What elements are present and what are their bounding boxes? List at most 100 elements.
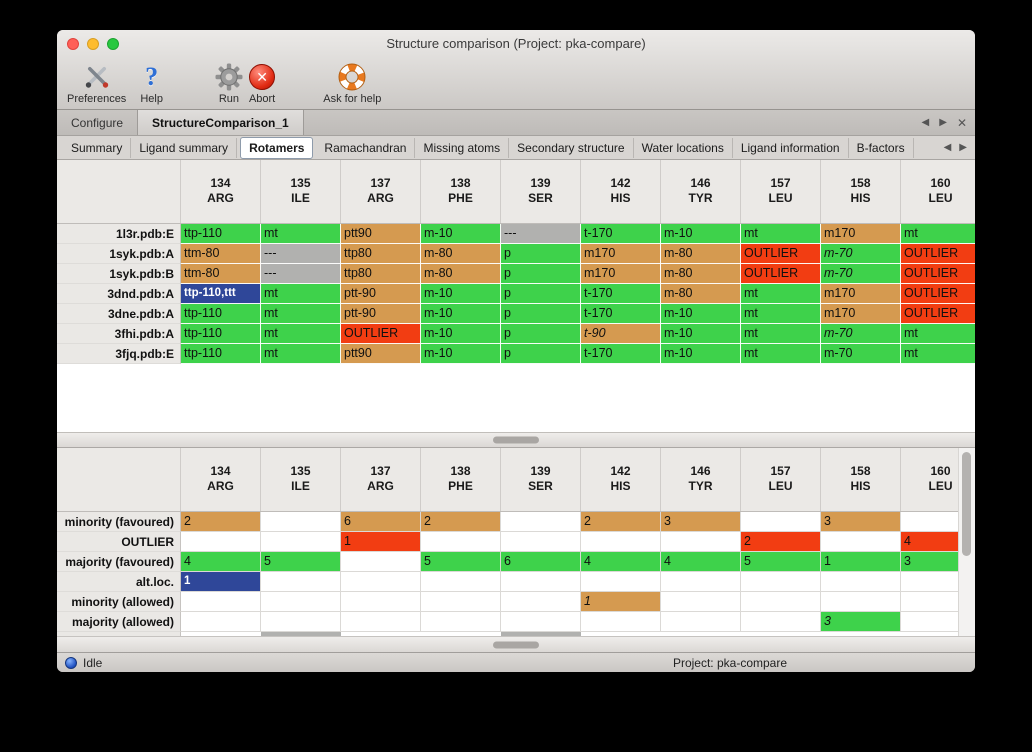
data-cell[interactable]: [261, 532, 341, 552]
data-cell[interactable]: [261, 592, 341, 612]
data-cell[interactable]: [501, 532, 581, 552]
data-cell[interactable]: mt: [741, 344, 821, 364]
subtab-ligand-information[interactable]: Ligand information: [733, 137, 849, 158]
data-cell[interactable]: m170: [581, 244, 661, 264]
data-cell[interactable]: m-10: [661, 304, 741, 324]
data-cell[interactable]: ttp80: [341, 264, 421, 284]
data-cell[interactable]: OUTLIER: [741, 264, 821, 284]
data-cell[interactable]: 4: [181, 552, 261, 572]
data-cell[interactable]: mt: [741, 324, 821, 344]
data-cell[interactable]: [661, 592, 741, 612]
subtab-b-factors[interactable]: B-factors: [849, 137, 914, 158]
data-cell[interactable]: ttp-110: [181, 224, 261, 244]
minimize-button[interactable]: [87, 38, 99, 50]
data-cell[interactable]: t-170: [581, 344, 661, 364]
column-header-157[interactable]: 157 LEU: [741, 160, 821, 223]
data-cell[interactable]: p: [501, 264, 581, 284]
data-cell[interactable]: mt: [901, 344, 975, 364]
tab-close-icon[interactable]: ✕: [956, 115, 967, 130]
data-cell[interactable]: [661, 572, 741, 592]
row-label[interactable]: alt.loc.: [57, 572, 181, 592]
data-cell[interactable]: [741, 612, 821, 632]
data-cell[interactable]: [261, 512, 341, 532]
data-cell[interactable]: 2: [581, 512, 661, 532]
data-cell[interactable]: OUTLIER: [901, 264, 975, 284]
data-cell[interactable]: ptt90: [341, 224, 421, 244]
row-label[interactable]: 1l3r.pdb:E: [57, 224, 181, 244]
data-cell[interactable]: m-80: [661, 264, 741, 284]
data-cell[interactable]: mt: [261, 324, 341, 344]
data-cell[interactable]: [501, 612, 581, 632]
data-cell[interactable]: m-10: [421, 304, 501, 324]
data-cell[interactable]: [901, 572, 975, 592]
data-cell[interactable]: m-70: [821, 344, 901, 364]
data-cell[interactable]: t-170: [581, 284, 661, 304]
data-cell[interactable]: 4: [581, 552, 661, 572]
column-header-142[interactable]: 142 HIS: [581, 448, 661, 511]
column-header-137[interactable]: 137 ARG: [341, 448, 421, 511]
data-cell[interactable]: m-80: [661, 244, 741, 264]
splitter-handle-icon[interactable]: [493, 436, 539, 444]
data-cell[interactable]: m170: [821, 304, 901, 324]
data-cell[interactable]: m-10: [661, 344, 741, 364]
data-cell[interactable]: [181, 532, 261, 552]
data-cell[interactable]: m-10: [661, 224, 741, 244]
toolbar-button-ask-for-help[interactable]: Ask for help: [323, 62, 381, 105]
data-cell[interactable]: [501, 572, 581, 592]
tab-configure[interactable]: Configure: [71, 115, 124, 130]
toolbar-button-abort[interactable]: ✕ Abort: [249, 62, 275, 105]
data-cell[interactable]: [181, 592, 261, 612]
data-cell[interactable]: OUTLIER: [901, 244, 975, 264]
subtab-ligand-summary[interactable]: Ligand summary: [131, 137, 238, 158]
row-label[interactable]: majority (favoured): [57, 552, 181, 572]
data-cell[interactable]: mt: [261, 284, 341, 304]
data-cell[interactable]: mt: [741, 284, 821, 304]
data-cell[interactable]: [821, 592, 901, 612]
toolbar-button-preferences[interactable]: Preferences: [67, 62, 126, 105]
data-cell[interactable]: ---: [261, 264, 341, 284]
data-cell[interactable]: m-80: [421, 264, 501, 284]
data-cell[interactable]: m-10: [421, 284, 501, 304]
data-cell[interactable]: t-170: [581, 224, 661, 244]
column-header-139[interactable]: 139 SER: [501, 448, 581, 511]
column-header-146[interactable]: 146 TYR: [661, 448, 741, 511]
data-cell[interactable]: mt: [741, 224, 821, 244]
data-cell[interactable]: [741, 512, 821, 532]
data-cell[interactable]: 5: [421, 552, 501, 572]
data-cell[interactable]: m-80: [421, 244, 501, 264]
data-cell[interactable]: m-10: [421, 344, 501, 364]
data-cell[interactable]: mt: [261, 304, 341, 324]
subtab-summary[interactable]: Summary: [63, 137, 132, 158]
tab-next-icon[interactable]: ▶: [939, 117, 947, 128]
data-cell[interactable]: [261, 612, 341, 632]
subtab-prev-icon[interactable]: ◀: [943, 142, 952, 153]
data-cell[interactable]: 5: [261, 552, 341, 572]
row-label[interactable]: minority (allowed): [57, 592, 181, 612]
data-cell[interactable]: ttm-80: [181, 264, 261, 284]
data-cell[interactable]: 6: [501, 552, 581, 572]
data-cell[interactable]: ptt-90: [341, 304, 421, 324]
column-header-138[interactable]: 138 PHE: [421, 448, 501, 511]
row-label[interactable]: majority (allowed): [57, 612, 181, 632]
data-cell[interactable]: [661, 612, 741, 632]
data-cell[interactable]: 4: [661, 552, 741, 572]
data-cell[interactable]: [341, 572, 421, 592]
data-cell[interactable]: OUTLIER: [901, 304, 975, 324]
toolbar-button-help[interactable]: ? Help: [140, 62, 163, 106]
subtab-next-icon[interactable]: ▶: [959, 142, 967, 153]
data-cell[interactable]: [261, 572, 341, 592]
data-cell[interactable]: t-170: [581, 304, 661, 324]
column-header-139[interactable]: 139 SER: [501, 160, 581, 223]
data-cell[interactable]: 1: [821, 552, 901, 572]
data-cell[interactable]: [501, 512, 581, 532]
data-cell[interactable]: 1: [181, 572, 261, 592]
data-cell[interactable]: 2: [421, 512, 501, 532]
data-cell[interactable]: 3: [821, 512, 901, 532]
data-cell[interactable]: [821, 572, 901, 592]
data-cell[interactable]: p: [501, 284, 581, 304]
data-cell[interactable]: m-70: [821, 264, 901, 284]
row-label[interactable]: 3fhi.pdb:A: [57, 324, 181, 344]
data-cell[interactable]: p: [501, 304, 581, 324]
data-cell[interactable]: ttp-110: [181, 324, 261, 344]
data-cell[interactable]: ttp-110,ttt: [181, 284, 261, 304]
